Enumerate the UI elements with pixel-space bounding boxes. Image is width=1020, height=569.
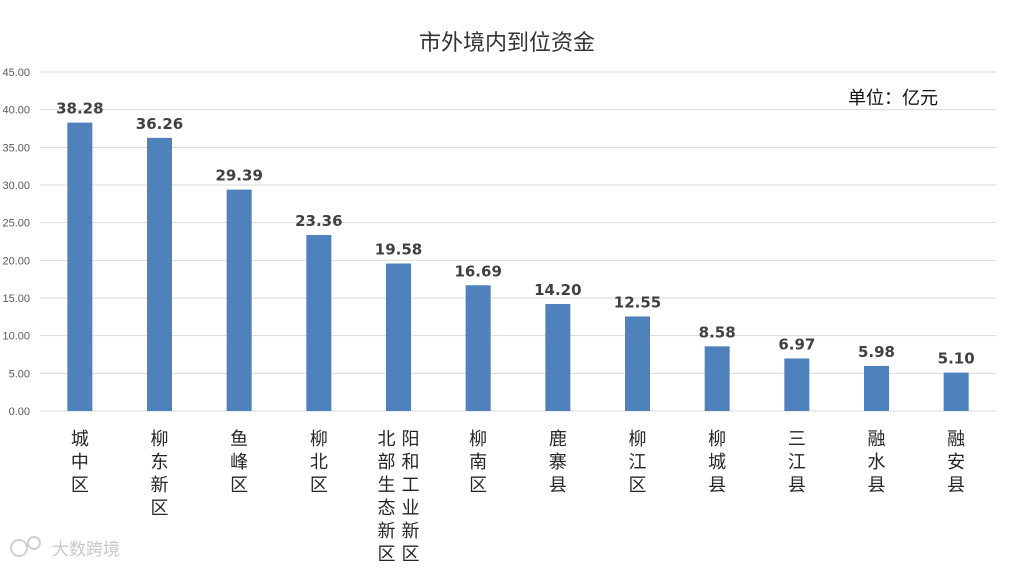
bar [306,235,332,411]
bar [147,137,172,411]
x-category-label: 鹿寨县 [549,429,567,496]
bar [226,189,252,411]
x-category-label: 柳北区 [310,429,328,496]
x-category-text: 三江县 [788,429,806,496]
x-category-label: 柳东新区 [151,429,169,519]
x-category-label: 城中区 [71,429,89,496]
x-category-text: 鱼峰区 [230,429,248,496]
data-label: 12.55 [614,293,661,311]
x-category-text: 北部生态新区 [378,429,396,565]
bar [625,316,650,411]
x-category-label: 柳城县 [708,429,726,496]
bar [864,365,889,411]
watermark-text: 大数跨境 [52,540,120,560]
x-category-text: 鹿寨县 [549,429,567,496]
bar [943,372,969,411]
y-tick-label: 0.00 [9,406,30,418]
x-category-label: 柳南区 [469,429,487,496]
y-tick-label: 20.00 [2,255,30,267]
data-label: 16.69 [454,262,501,280]
data-label: 5.10 [938,350,975,368]
bar [67,122,93,412]
bar [386,263,411,411]
y-axis: 0.00 5.00 10.00 15.00 20.00 25.00 30.00 35.00 40… [2,67,30,418]
unit-label: 单位：亿元 [848,88,938,109]
y-tick-label: 40.00 [2,105,30,117]
x-category-text: 柳东新区 [151,429,169,519]
data-label: 8.58 [699,323,736,341]
x-category-text: 柳北区 [310,429,328,496]
y-tick-label: 5.00 [9,368,30,380]
data-label: 29.39 [215,167,262,185]
data-label: 19.58 [375,240,422,258]
x-category-text: 柳江区 [629,429,647,496]
x-category-text: 柳南区 [469,429,487,496]
y-tick-label: 35.00 [2,142,30,154]
y-tick-label: 30.00 [2,180,30,192]
data-label: 38.28 [56,100,103,118]
bar [704,346,730,411]
y-tick-label: 45.00 [2,67,30,79]
data-label: 6.97 [778,335,815,353]
x-category-text: 柳城县 [708,429,726,496]
data-labels: 38.28 36.26 29.39 23.36 19.58 16.69 14.20 12.55… [56,100,975,368]
x-category-label: 鱼峰区 [230,429,248,496]
data-label: 14.20 [534,281,581,299]
y-tick-label: 25.00 [2,218,30,230]
bar [784,358,810,411]
x-category-text: 融水县 [868,429,886,496]
watermark: 大数跨境 [10,536,120,560]
x-category-label: 融水县 [868,429,886,496]
bar [545,304,571,411]
x-category-text: 阳和工业新区 [402,429,420,565]
x-category-text: 融安县 [947,429,965,496]
y-tick-label: 10.00 [2,331,30,343]
x-category-label: 融安县 [947,429,965,496]
gridlines [40,71,996,412]
data-label: 5.98 [858,343,895,361]
bar [465,285,491,411]
y-tick-label: 15.00 [2,293,30,305]
x-category-label: 柳江区 [629,429,647,496]
x-category-label: 三江县 [788,429,806,496]
chart-title: 市外境内到位资金 [419,31,595,56]
watermark-logo-icon [10,536,41,557]
x-category-text: 城中区 [71,429,89,496]
data-label: 36.26 [136,115,183,133]
bars [67,122,969,412]
data-label: 23.36 [295,212,342,230]
